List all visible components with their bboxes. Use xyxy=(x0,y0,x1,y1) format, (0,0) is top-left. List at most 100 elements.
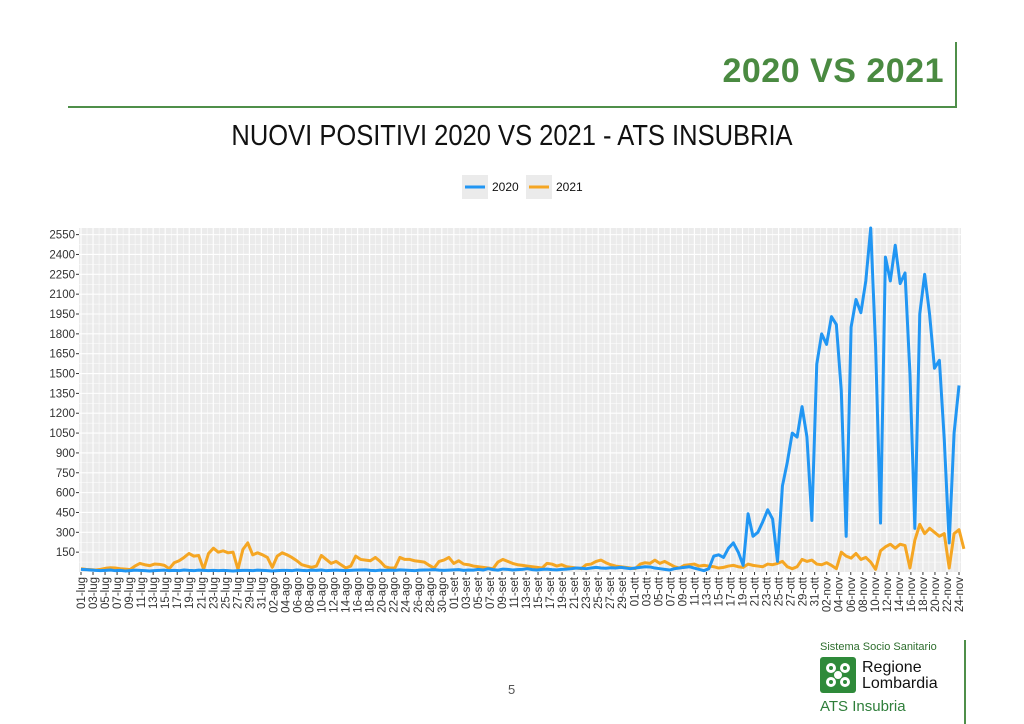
x-tick-label: 29-lug xyxy=(244,577,256,609)
x-tick-label: 20-nov xyxy=(930,577,942,612)
y-tick-label: 2100 xyxy=(49,289,75,301)
x-tick-label: 27-lug xyxy=(232,577,244,609)
logo-bottom-text: ATS Insubria xyxy=(820,698,906,715)
x-tick-label: 05-ott xyxy=(653,576,665,606)
y-tick-label: 750 xyxy=(56,468,75,480)
x-tick-label: 19-lug xyxy=(184,577,196,609)
x-tick-label: 29-ott xyxy=(798,576,810,606)
y-tick-label: 2400 xyxy=(49,249,75,261)
x-tick-label: 14-ago xyxy=(341,577,353,613)
series-line-2020 xyxy=(80,226,961,573)
x-tick-label: 25-ott xyxy=(774,576,786,606)
y-tick-label: 1200 xyxy=(49,408,75,420)
x-tick-label: 12-ago xyxy=(329,577,341,613)
x-tick-label: 05-set xyxy=(473,576,485,609)
logo-divider xyxy=(964,640,966,724)
x-tick-label: 17-ott xyxy=(726,576,738,606)
slide-title: 2020 VS 2021 xyxy=(722,52,944,90)
x-tick-label: 02-ago xyxy=(268,577,280,613)
x-tick-label: 08-nov xyxy=(858,577,870,612)
x-tick-label: 15-lug xyxy=(160,577,172,609)
x-tick-label: 10-nov xyxy=(870,577,882,612)
x-tick-label: 13-ott xyxy=(701,576,713,606)
x-tick-label: 11-lug xyxy=(136,577,148,608)
grid-lines xyxy=(79,228,961,572)
y-tick-label: 2250 xyxy=(49,269,75,281)
y-tick-label: 1950 xyxy=(49,309,75,321)
x-tick-label: 16-ago xyxy=(353,577,365,613)
logo-top-text: Sistema Socio Sanitario xyxy=(820,641,937,653)
header-divider xyxy=(955,42,957,108)
x-tick-label: 24-ago xyxy=(401,577,413,613)
x-tick-label: 18-nov xyxy=(918,577,930,612)
line-chart: 2020 2021 1503004506007509001050120013501… xyxy=(49,175,966,613)
x-tick-label: 03-set xyxy=(461,576,473,609)
x-tick-label: 17-lug xyxy=(172,577,184,609)
y-axis: 150 300 450 600 750 900 1050 1200 1350 1500 1650 18… xyxy=(49,230,79,559)
x-tick-label: 08-ago xyxy=(305,577,317,613)
x-tick-label: 07-set xyxy=(485,576,497,609)
x-tick-label: 09-set xyxy=(497,576,509,609)
x-tick-label: 21-lug xyxy=(196,577,208,609)
regione-lombardia-logo-icon xyxy=(820,657,856,693)
x-tick-label: 07-ott xyxy=(665,576,677,606)
page-number: 5 xyxy=(508,682,516,697)
x-tick-label: 21-set xyxy=(569,576,581,609)
y-tick-label: 2550 xyxy=(49,230,75,242)
x-tick-label: 22-nov xyxy=(942,577,954,612)
y-tick-label: 600 xyxy=(56,488,75,500)
x-tick-label: 07-lug xyxy=(112,577,124,609)
x-tick-label: 12-nov xyxy=(882,577,894,612)
x-tick-label: 09-lug xyxy=(124,577,136,609)
legend-label-2020: 2020 xyxy=(492,180,519,194)
x-tick-label: 03-ott xyxy=(641,576,653,606)
series-lines xyxy=(80,226,966,573)
x-tick-label: 13-lug xyxy=(148,577,160,609)
x-tick-label: 06-nov xyxy=(846,577,858,612)
x-tick-label: 13-set xyxy=(521,576,533,609)
x-tick-label: 29-set xyxy=(617,576,629,609)
x-tick-label: 23-set xyxy=(581,576,593,609)
x-tick-label: 05-lug xyxy=(100,577,112,609)
x-tick-label: 15-ott xyxy=(714,576,726,606)
x-tick-label: 28-ago xyxy=(425,577,437,613)
y-tick-label: 300 xyxy=(56,527,75,539)
x-tick-label: 25-lug xyxy=(220,577,232,609)
x-tick-label: 20-ago xyxy=(377,577,389,613)
chart-legend: 2020 2021 xyxy=(462,175,583,199)
chart-title: NUOVI POSITIVI 2020 VS 2021 - ATS INSUBR… xyxy=(231,120,793,152)
x-tick-label: 31-ott xyxy=(810,576,822,606)
y-tick-label: 900 xyxy=(56,448,75,460)
x-tick-label: 09-ott xyxy=(677,576,689,606)
x-tick-label: 01-set xyxy=(449,576,461,609)
x-tick-label: 27-set xyxy=(605,576,617,609)
x-tick-label: 10-ago xyxy=(317,577,329,613)
y-tick-label: 1650 xyxy=(49,349,75,361)
y-tick-label: 1050 xyxy=(49,428,75,440)
legend-label-2021: 2021 xyxy=(556,180,583,194)
x-tick-label: 17-set xyxy=(545,576,557,609)
x-tick-label: 23-lug xyxy=(208,577,220,609)
x-tick-label: 01-lug xyxy=(76,577,88,609)
x-tick-label: 04-nov xyxy=(834,577,846,612)
logo-name-line1: Regione xyxy=(862,659,922,676)
y-tick-label: 1800 xyxy=(49,329,75,341)
x-tick-label: 21-ott xyxy=(750,576,762,606)
x-tick-label: 14-nov xyxy=(894,577,906,612)
x-tick-label: 06-ago xyxy=(293,577,305,613)
x-tick-label: 11-set xyxy=(509,576,521,608)
x-tick-label: 19-ott xyxy=(738,576,750,606)
x-tick-label: 18-ago xyxy=(365,577,377,613)
x-tick-label: 31-lug xyxy=(256,577,268,609)
x-tick-label: 01-ott xyxy=(629,576,641,606)
x-tick-label: 11-ott xyxy=(689,576,701,605)
series-line-2021 xyxy=(80,522,966,572)
logo-name-line2: Lombardia xyxy=(862,675,938,692)
x-tick-label: 22-ago xyxy=(389,577,401,613)
y-tick-label: 450 xyxy=(56,507,75,519)
x-tick-label: 15-set xyxy=(533,576,545,609)
x-tick-label: 19-set xyxy=(557,576,569,609)
x-tick-label: 27-ott xyxy=(786,576,798,606)
x-tick-label: 26-ago xyxy=(413,577,425,613)
x-tick-label: 24-nov xyxy=(954,577,966,612)
